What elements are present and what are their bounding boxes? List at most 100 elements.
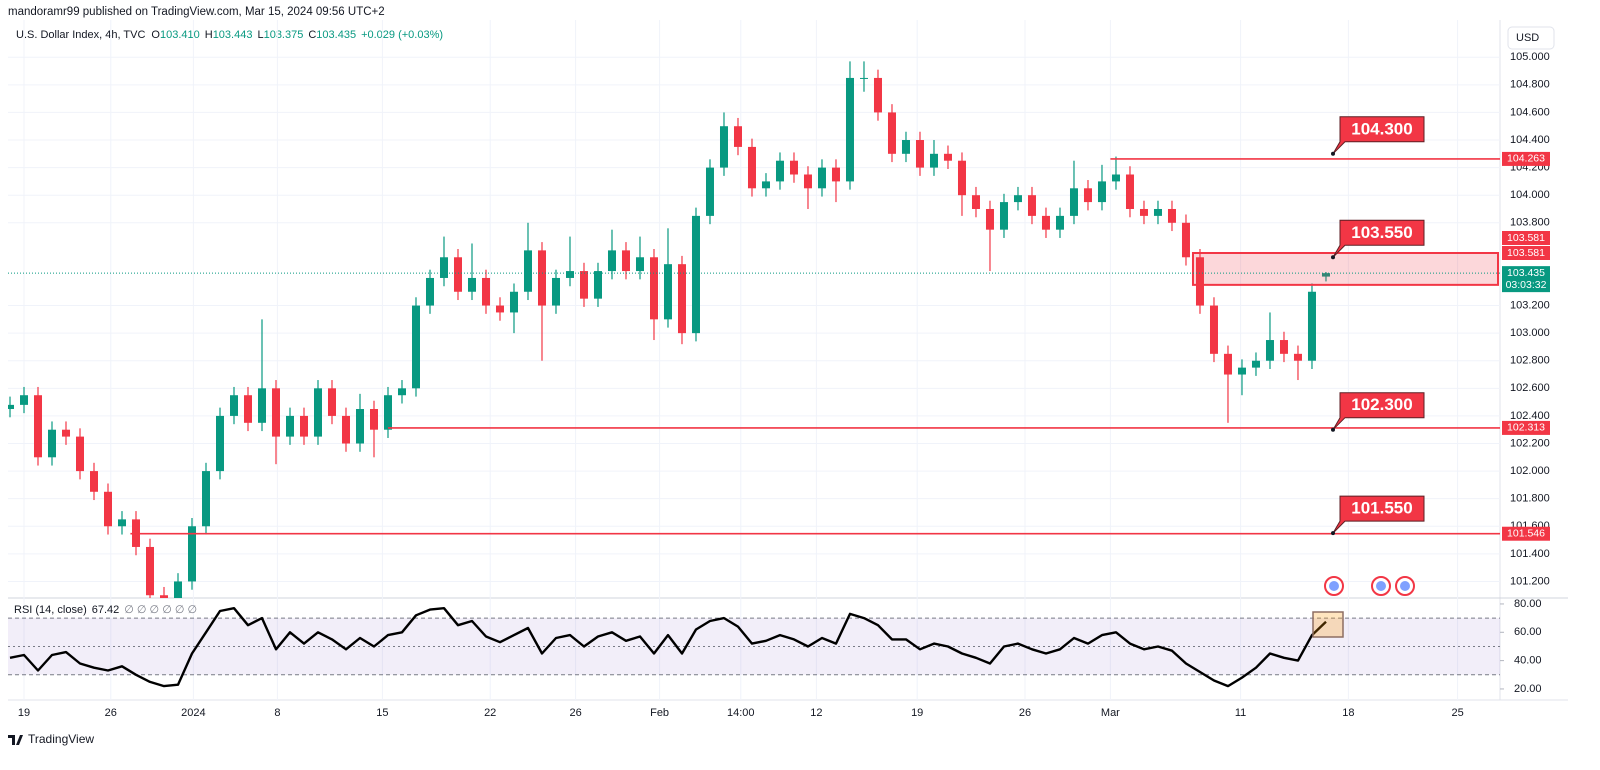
- rsi-name: RSI (14, close): [14, 604, 87, 616]
- event-icon-core: [1329, 581, 1339, 591]
- overlays: 19 26 2024 8 15 22 26 Feb 14:00 12 19 26 Mar 11 18 25 10…: [8, 51, 1550, 719]
- ohlc-key: L: [257, 29, 263, 41]
- candle-body: [747, 146, 756, 189]
- candle-body: [1181, 222, 1190, 258]
- candle-body: [635, 257, 644, 272]
- candle-body: [1097, 181, 1106, 203]
- candle-body: [187, 526, 196, 582]
- candle-body: [1083, 188, 1092, 203]
- rsi-tick-label: 20.00: [1514, 683, 1542, 695]
- candle-body: [229, 395, 238, 416]
- y-tick-label: 103.000: [1510, 327, 1550, 339]
- callout-tip: [1331, 531, 1335, 536]
- level-label: 104.263: [1507, 153, 1545, 165]
- candle-body: [90, 471, 99, 492]
- level-label: 101.546: [1507, 527, 1545, 539]
- candle-body: [803, 174, 812, 189]
- callout-box: [1332, 495, 1425, 534]
- callout-tip: [1331, 151, 1335, 156]
- event-icons: [1324, 576, 1415, 596]
- candle-body: [62, 429, 71, 437]
- ohlc-value: 103.435: [316, 29, 356, 41]
- candle-body: [593, 271, 602, 299]
- candle-body: [20, 395, 29, 405]
- candle-body: [789, 160, 798, 175]
- candle-body: [243, 395, 252, 423]
- candle-body: [1139, 208, 1148, 216]
- candle-body: [887, 112, 896, 154]
- candle-body: [873, 77, 882, 113]
- currency: USD: [1516, 32, 1539, 44]
- candle-body: [34, 395, 43, 458]
- candle-body: [425, 277, 434, 306]
- callout-tip: [1331, 255, 1335, 260]
- footer-logo: TradingView: [8, 732, 94, 746]
- last-price-badge: [1502, 266, 1550, 293]
- y-tick-label: 102.600: [1510, 382, 1550, 394]
- x-tick-label: 26: [1019, 707, 1031, 719]
- x-tick-label: 22: [484, 707, 496, 719]
- x-tick-label: 2024: [181, 707, 205, 719]
- level-badge: [1502, 151, 1550, 166]
- candle-body: [971, 195, 980, 209]
- candle-body: [1125, 174, 1134, 209]
- candle-body: [257, 388, 266, 423]
- y-tick-label: 104.600: [1510, 106, 1550, 118]
- candle-body: [901, 140, 910, 154]
- candle-body: [1265, 340, 1274, 361]
- callout-label: 103.550: [1351, 223, 1412, 242]
- callout-box: [1332, 219, 1425, 258]
- zone: [1191, 251, 1499, 286]
- candle-body: [1279, 340, 1288, 354]
- currency-box[interactable]: [1507, 26, 1555, 50]
- candle-body: [733, 126, 742, 147]
- candle-body: [649, 257, 658, 320]
- ohlc-key: O: [151, 29, 160, 41]
- rsi-inputs: ∅ ∅ ∅ ∅ ∅ ∅: [124, 604, 197, 616]
- rsi-tick-label: 60.00: [1514, 626, 1542, 638]
- rsi-background: [8, 603, 1504, 690]
- legend-ohlc: U.S. Dollar Index, 4h, TVC O103.410 H103.4…: [16, 29, 443, 41]
- rsi-tick-label: 80.00: [1514, 598, 1542, 610]
- candle-body: [621, 250, 630, 272]
- candle-body: [159, 595, 168, 598]
- x-tick-label: 15: [376, 707, 388, 719]
- candle-body: [439, 257, 448, 278]
- callout-label: 101.550: [1351, 499, 1412, 518]
- candle-body: [1153, 208, 1162, 216]
- x-tick-label: Mar: [1101, 707, 1120, 719]
- candle-body: [705, 167, 714, 216]
- x-tick-label: 11: [1235, 707, 1246, 719]
- y-tick-label: 101.400: [1510, 548, 1550, 560]
- candle-body: [8, 404, 15, 410]
- y-tick-label: 101.200: [1510, 575, 1550, 587]
- candle-body: [985, 208, 994, 230]
- countdown: 03:03:32: [1506, 279, 1547, 291]
- x-tick-label: 26: [105, 707, 117, 719]
- symbol: U.S. Dollar Index, 4h, TVC: [16, 29, 145, 41]
- last-price-label: 103.435: [1507, 267, 1545, 279]
- x-tick-label: 19: [18, 707, 30, 719]
- rsi-value: 67.42: [92, 604, 120, 616]
- y-tick-label: 104.000: [1510, 189, 1550, 201]
- x-tick-label: 8: [274, 707, 280, 719]
- ohlc-key: C: [308, 29, 316, 41]
- ohlc-value: 103.410: [160, 29, 200, 41]
- candle-body: [173, 581, 182, 598]
- y-tick-label: 102.800: [1510, 355, 1550, 367]
- callout-label: 104.300: [1351, 119, 1412, 138]
- candle-body: [719, 126, 728, 168]
- y-tick-label: 101.800: [1510, 493, 1550, 505]
- candle-body: [48, 429, 57, 458]
- candle-body: [299, 415, 308, 437]
- candle-body: [915, 140, 924, 168]
- candle-body: [929, 153, 938, 168]
- candle-body: [397, 388, 406, 396]
- candle-body: [76, 436, 85, 472]
- candle-body: [145, 546, 154, 596]
- candle-body: [327, 388, 336, 416]
- candle-body: [1167, 208, 1176, 223]
- callout-box: [1332, 116, 1425, 155]
